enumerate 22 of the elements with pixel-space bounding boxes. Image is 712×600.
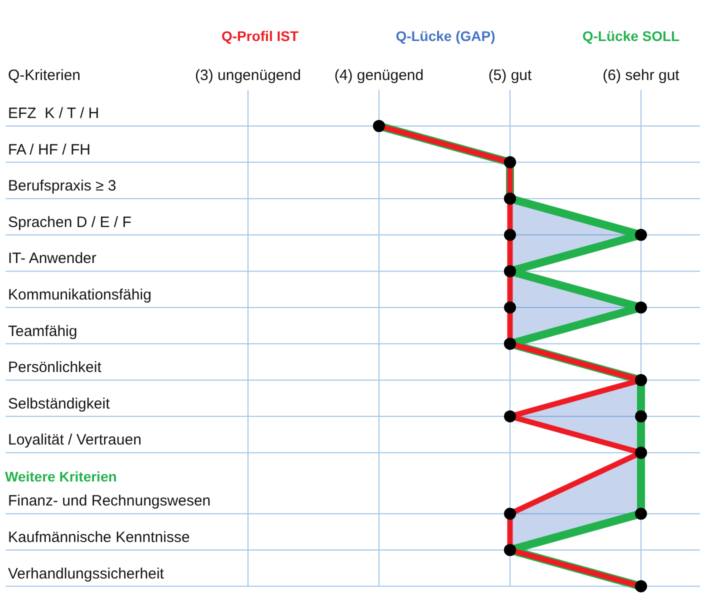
- y-tick-label: Teamfähig: [8, 322, 78, 340]
- x-tick-label: (3) ungenügend: [195, 67, 301, 84]
- y-axis-title: Q-Kriterien: [8, 67, 81, 84]
- x-tick-label: (5) gut: [488, 67, 533, 84]
- y-tick-label: FA / HF / FH: [8, 141, 91, 158]
- y-tick-label: Selbständigkeit: [8, 395, 111, 412]
- text: Q-Lücke (GAP): [396, 28, 496, 44]
- annotation: Weitere Kriterien: [5, 468, 117, 485]
- y-tick-label: Kommunikationsfähig: [8, 286, 152, 304]
- x-tick-label: (4) genügend: [334, 67, 424, 84]
- text: Q-Profil IST: [222, 28, 299, 44]
- y-tick-label: Verhandlungssicherheit: [8, 565, 165, 582]
- y-tick-label: Finanz- und Rechnungswesen: [8, 492, 211, 510]
- y-tick-label: Berufspraxis ≥ 3: [8, 178, 116, 195]
- text: Q-Lücke SOLL: [582, 28, 680, 44]
- y-tick-label: EFZ K / T / H: [8, 105, 100, 122]
- y-tick-label: IT- Anwender: [8, 250, 96, 268]
- x-tick-label: (6) sehr gut: [602, 67, 680, 84]
- y-tick-label: Persönlichkeit: [8, 359, 102, 376]
- y-tick-label: Kaufmännische Kenntnisse: [8, 529, 190, 546]
- y-tick-label: Loyalität / Vertrauen: [8, 432, 142, 449]
- y-tick-label: Sprachen D / E / F: [8, 214, 132, 231]
